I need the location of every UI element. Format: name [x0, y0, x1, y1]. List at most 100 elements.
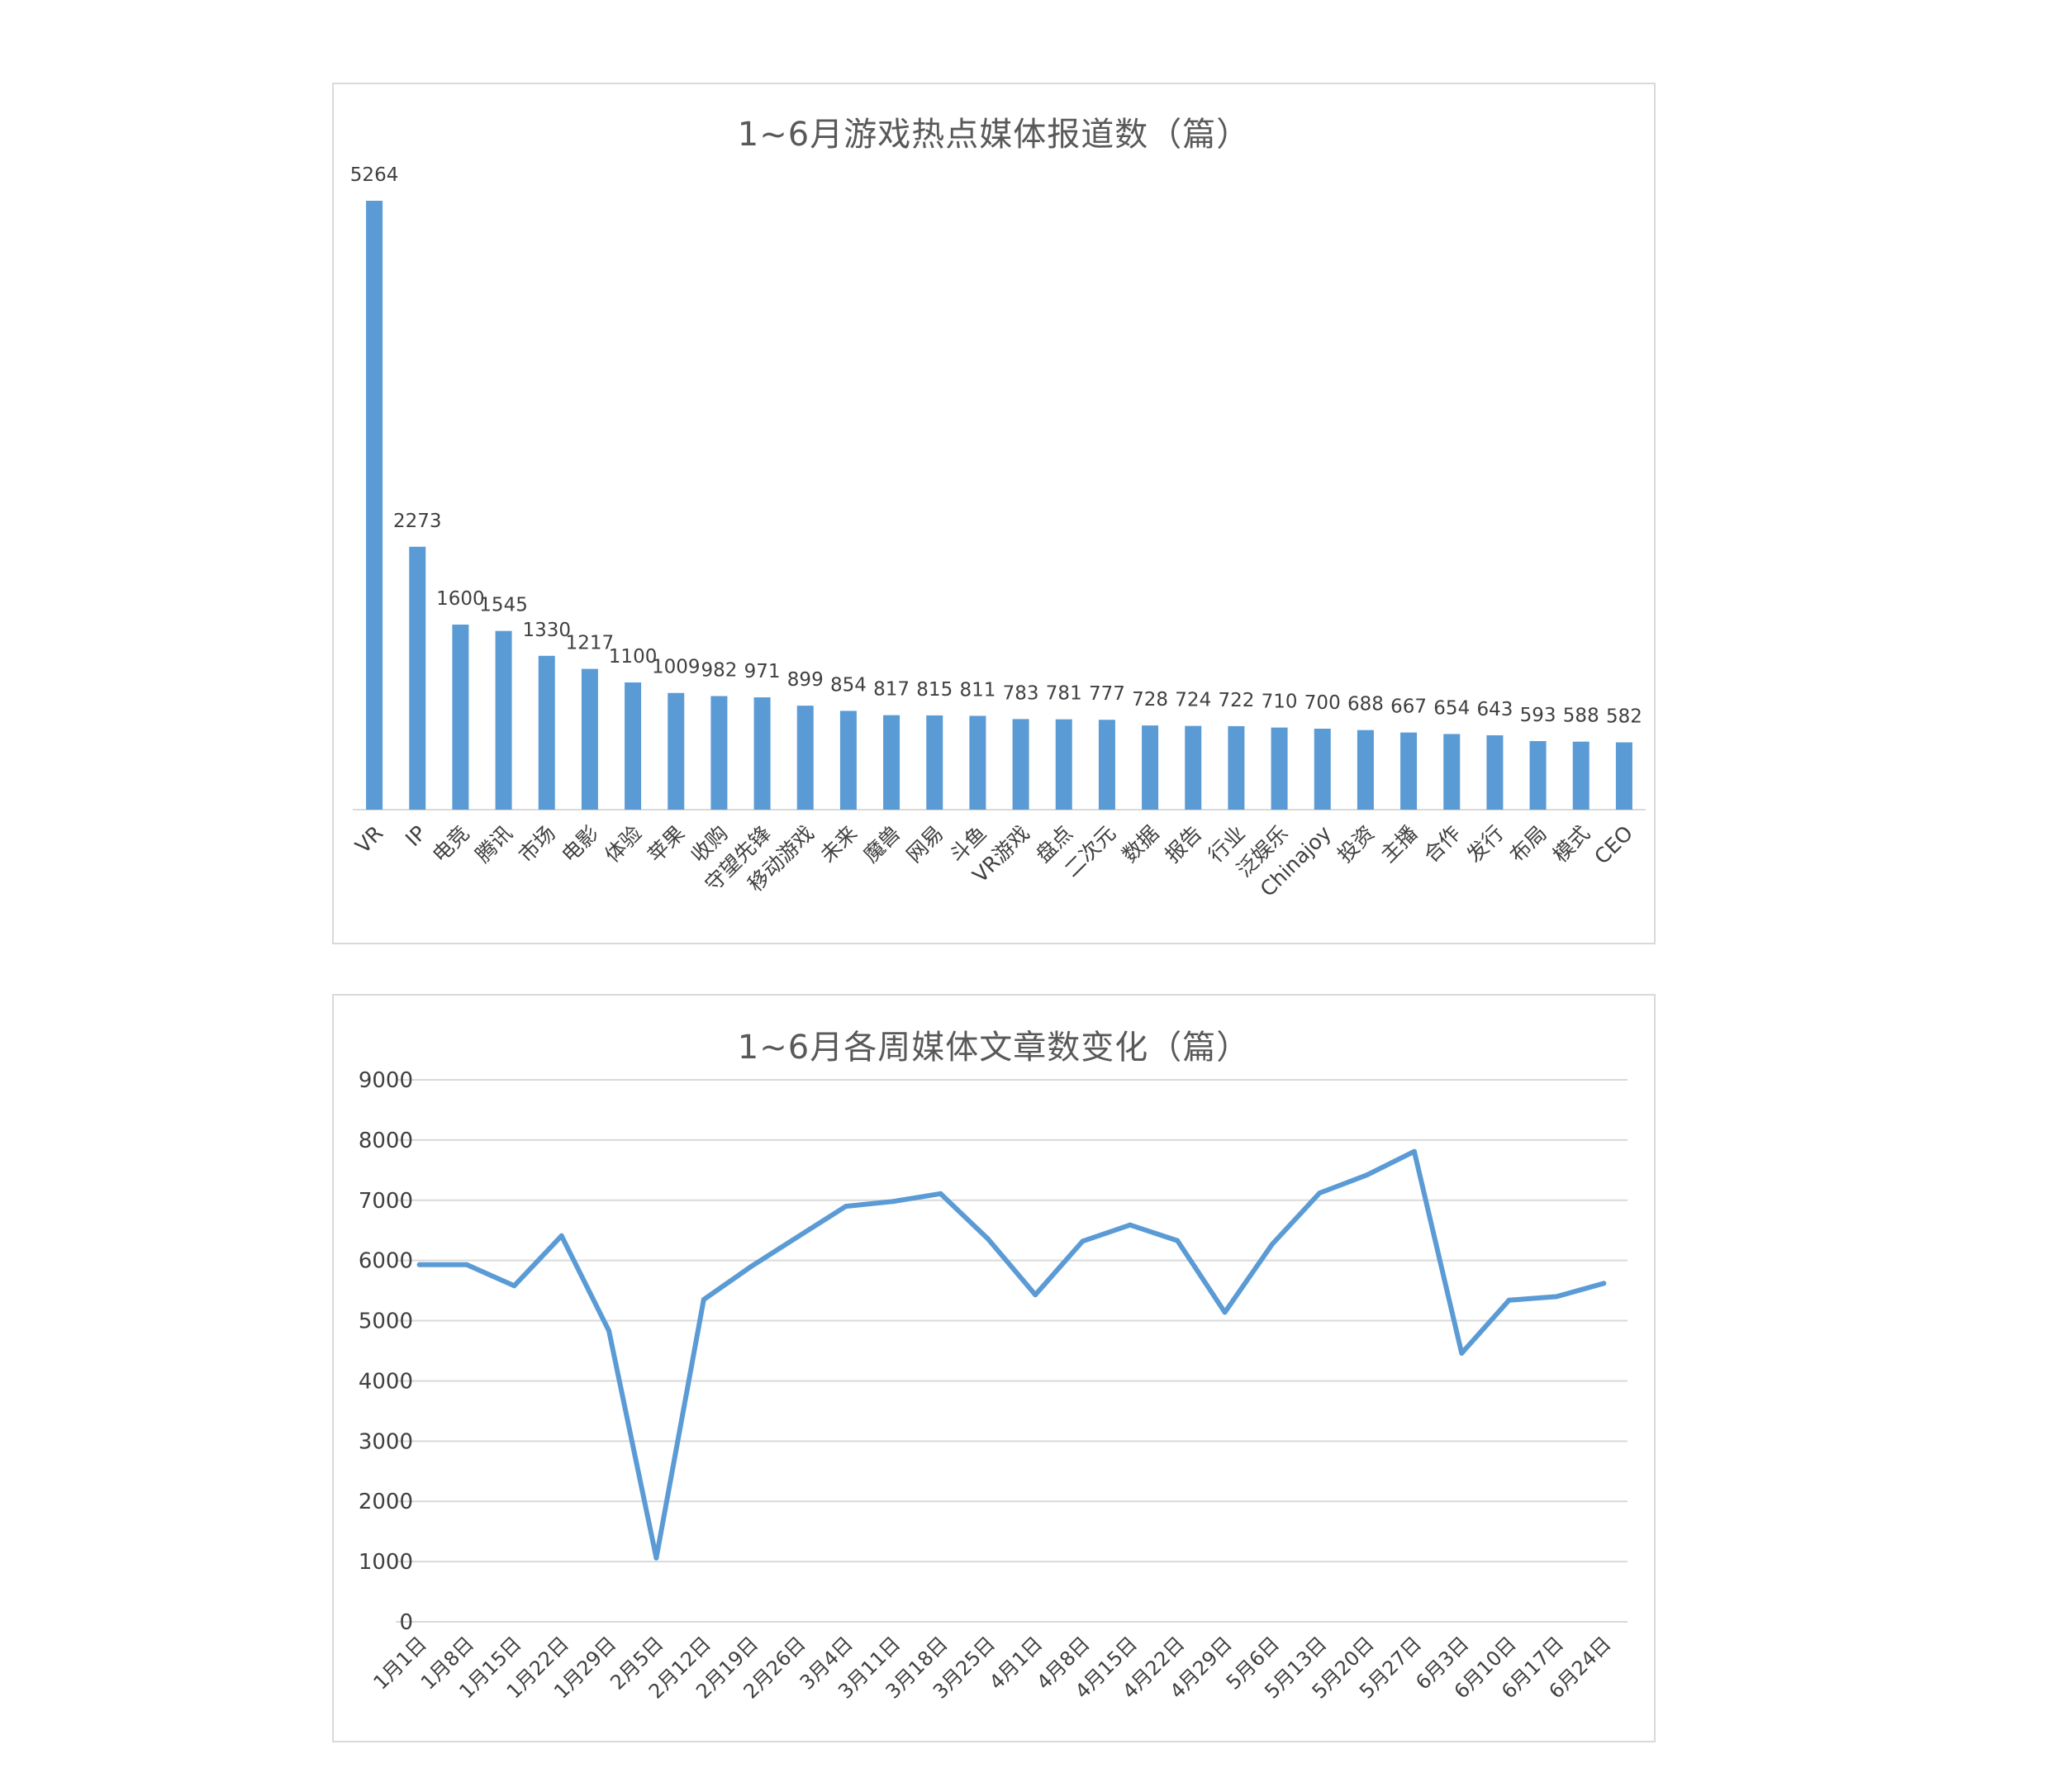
- bar-10: [753, 697, 771, 810]
- bar-16: [1012, 719, 1029, 810]
- data-point: [416, 1262, 422, 1267]
- x-tick-label: 布局: [1505, 821, 1551, 867]
- bar-7: [625, 682, 642, 810]
- data-point: [1364, 1172, 1370, 1178]
- bar-23: [1314, 728, 1331, 810]
- bar-chart-title: 1~6月游戏热点媒体报道数（篇）: [737, 116, 1251, 154]
- bar-3: [452, 624, 469, 810]
- line-chart-svg: 0 1000 2000 3000 4000 5000 6000 7000 8000 9000 1月1…: [359, 1068, 1627, 1704]
- x-tick-label: 数据: [1117, 821, 1163, 867]
- bar-value-label: 817: [873, 679, 910, 701]
- y-tick-label: 1000: [359, 1550, 413, 1575]
- y-tick-label: 7000: [359, 1189, 413, 1214]
- bar-value-label: 1545: [479, 595, 528, 616]
- x-tick-label: IP: [401, 821, 430, 851]
- x-tick-label: 4月1日: [985, 1632, 1047, 1694]
- bar-value-label: 710: [1262, 692, 1298, 713]
- x-tick-label: 1月1日: [369, 1632, 431, 1694]
- bar-6: [581, 668, 598, 810]
- bar-chart-svg: 5264 VR 2273 IP 1600 电竞 1545 腾讯 1330 市场 1217 电影 1100…: [350, 164, 1646, 901]
- line-chart-panel: 1~6月各周媒体文章数变化（篇） 0 1000 2000 3000 4000 5000 60…: [332, 994, 1656, 1742]
- bar-26: [1443, 734, 1461, 810]
- data-point: [1459, 1350, 1465, 1356]
- data-point: [1175, 1238, 1181, 1243]
- data-point: [1601, 1281, 1607, 1286]
- bar-value-label: 815: [916, 679, 953, 701]
- data-point: [606, 1328, 612, 1333]
- x-tick-label: 合作: [1419, 821, 1466, 867]
- bar-29: [1572, 741, 1589, 810]
- data-point: [464, 1262, 470, 1267]
- bar-value-label: 899: [787, 669, 824, 691]
- bar-value-label: 854: [830, 674, 867, 696]
- x-tick-label: 投资: [1333, 821, 1379, 867]
- bar-15: [969, 715, 986, 810]
- bar-chart-panel: 1~6月游戏热点媒体报道数（篇） 5264 VR 2273 IP 1600 电竞 1545 腾…: [332, 83, 1656, 944]
- bar-28: [1529, 740, 1547, 810]
- bar-value-label: 722: [1218, 690, 1254, 711]
- data-point: [796, 1233, 801, 1239]
- bar-4: [495, 630, 512, 810]
- y-tick-label: 6000: [359, 1249, 413, 1274]
- bar-27: [1486, 734, 1504, 810]
- y-tick-label: 8000: [359, 1129, 413, 1153]
- bar-25: [1400, 732, 1418, 810]
- data-point: [985, 1236, 991, 1242]
- data-point: [891, 1199, 896, 1205]
- x-tick-label: 主播: [1376, 821, 1422, 867]
- bar-value-label: 728: [1132, 689, 1168, 711]
- data-point: [653, 1555, 659, 1561]
- x-tick-label: 模式: [1548, 821, 1594, 867]
- data-point: [1553, 1294, 1559, 1300]
- y-tick-label: 5000: [359, 1310, 413, 1334]
- series-line: [416, 1148, 1607, 1561]
- x-tick-label: 市场: [514, 821, 560, 867]
- bar-1: [366, 201, 383, 810]
- bar-value-label: 1330: [522, 620, 571, 641]
- bar-value-label: 667: [1390, 696, 1427, 718]
- bar-9: [710, 696, 728, 810]
- x-tick-label: 电影: [557, 821, 603, 867]
- bar-8: [668, 692, 685, 810]
- x-tick-label: 体验: [600, 821, 646, 867]
- data-point: [843, 1204, 848, 1210]
- data-point: [558, 1233, 564, 1238]
- data-point: [1269, 1241, 1275, 1247]
- bar-value-label: 783: [1003, 682, 1039, 704]
- bar-value-label: 982: [701, 660, 737, 682]
- bar-20: [1185, 725, 1202, 810]
- bar-value-label: 971: [744, 661, 781, 682]
- y-tick-label: 0: [399, 1610, 413, 1635]
- bar-value-label: 700: [1304, 692, 1341, 714]
- bar-2: [409, 546, 426, 810]
- bar-value-label: 777: [1089, 683, 1125, 705]
- bar-14: [926, 715, 943, 810]
- x-tick-label: 报告: [1161, 821, 1207, 867]
- x-tick-label: 网易: [902, 821, 948, 867]
- bar-value-label: 1600: [436, 588, 485, 610]
- bar-value-label: 781: [1046, 683, 1082, 705]
- bar-value-label: 643: [1476, 699, 1513, 720]
- data-point: [1506, 1297, 1512, 1303]
- x-tick-label: 发行: [1462, 821, 1509, 867]
- bar-value-label: 1009: [652, 657, 701, 678]
- x-tick-label: 腾讯: [471, 821, 517, 867]
- y-tick-label: 4000: [359, 1369, 413, 1394]
- y-tick-label: 3000: [359, 1429, 413, 1454]
- data-point: [1222, 1310, 1228, 1315]
- bar-22: [1271, 727, 1288, 810]
- data-point: [748, 1263, 754, 1269]
- bar-value-label: 593: [1520, 705, 1556, 726]
- data-point: [1127, 1222, 1133, 1228]
- bar-value-label: 724: [1175, 690, 1211, 711]
- bar-value-label: 588: [1563, 706, 1599, 727]
- bar-value-label: 5264: [350, 164, 399, 186]
- data-point: [511, 1283, 517, 1289]
- bar-value-label: 1100: [609, 646, 658, 668]
- x-tick-label: 魔兽: [858, 821, 905, 867]
- x-tick-label: 电竞: [428, 821, 474, 867]
- bar-12: [839, 711, 857, 810]
- data-point: [701, 1297, 706, 1303]
- bar-11: [796, 706, 814, 810]
- bar-value-label: 2273: [393, 511, 442, 532]
